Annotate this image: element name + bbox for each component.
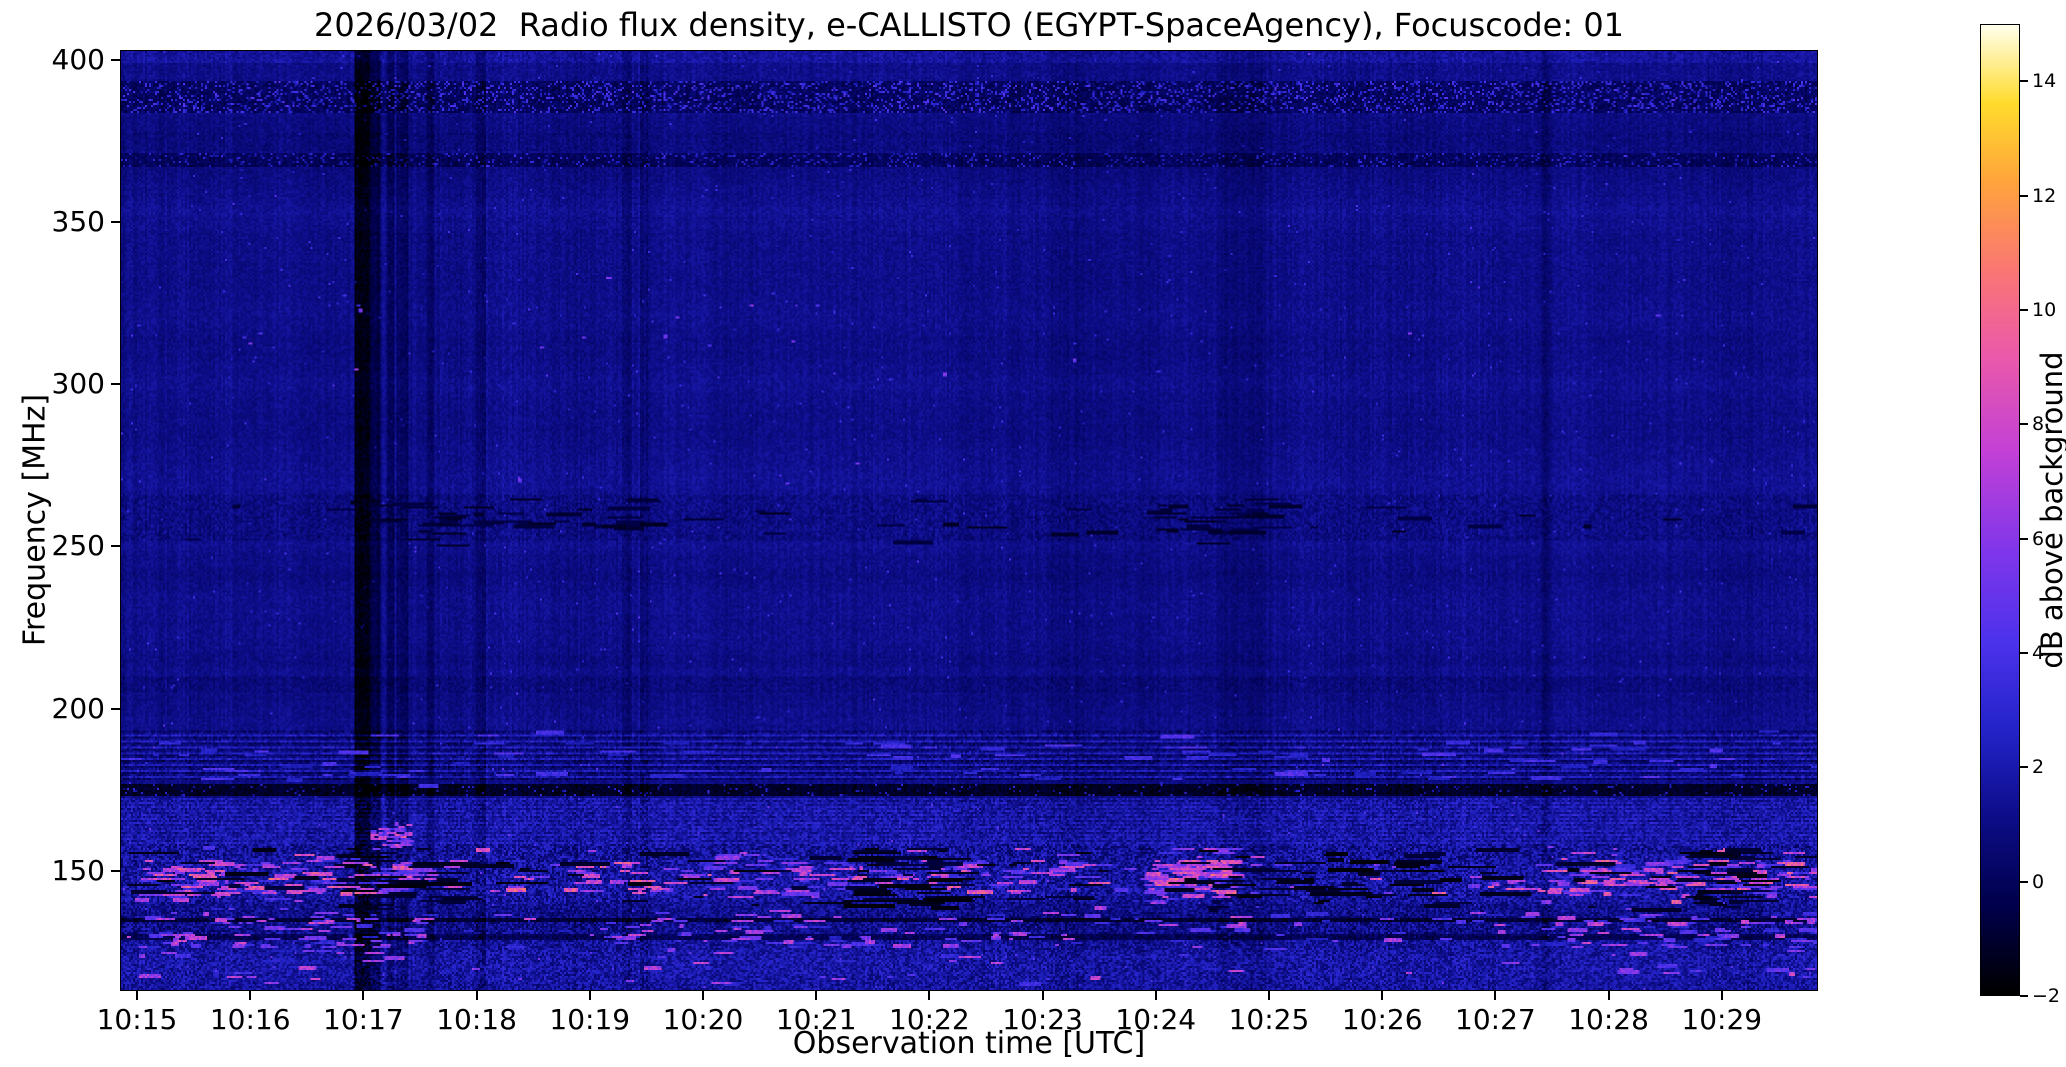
x-tick-mark	[1154, 991, 1157, 1000]
x-tick-mark	[1607, 991, 1610, 1000]
x-tick-label: 10:29	[1681, 1003, 1763, 1036]
colorbar-tick-label: 0	[2032, 870, 2045, 893]
y-tick-mark	[111, 58, 120, 61]
x-tick-label: 10:26	[1341, 1003, 1423, 1036]
x-tick-label: 10:16	[209, 1003, 291, 1036]
x-tick-label: 10:21	[775, 1003, 857, 1036]
colorbar-tick-label: 14	[2032, 70, 2057, 93]
x-tick-label: 10:25	[1228, 1003, 1310, 1036]
colorbar-tick-label: −2	[2032, 985, 2061, 1007]
colorbar-tick-mark	[2020, 80, 2028, 83]
x-tick-label: 10:22	[889, 1003, 970, 1036]
colorbar-tick-label: 2	[2032, 756, 2045, 779]
colorbar-tick-mark	[2020, 537, 2028, 540]
colorbar-tick-mark	[2020, 880, 2028, 883]
x-tick-mark	[1494, 991, 1497, 1000]
colorbar-tick-mark	[2020, 766, 2028, 769]
spectrogram-canvas	[121, 51, 1817, 990]
colorbar-tick-label: 12	[2032, 184, 2057, 207]
colorbar-label: dB above background	[2035, 351, 2066, 669]
x-tick-mark	[701, 991, 704, 1000]
plot-area	[120, 50, 1818, 991]
x-tick-mark	[1381, 991, 1384, 1000]
colorbar-canvas	[1981, 25, 2019, 995]
x-tick-label: 10:27	[1455, 1003, 1536, 1036]
x-tick-label: 10:23	[1002, 1003, 1083, 1036]
x-tick-mark	[1720, 991, 1723, 1000]
x-tick-mark	[928, 991, 931, 1000]
x-tick-label: 10:24	[1115, 1003, 1197, 1036]
x-tick-mark	[249, 991, 252, 1000]
y-axis-label: Frequency [MHz]	[17, 393, 53, 647]
colorbar-tick-mark	[2020, 423, 2028, 426]
x-axis-label: Observation time [UTC]	[792, 1026, 1146, 1061]
x-tick-mark	[135, 991, 138, 1000]
x-tick-label: 10:15	[96, 1003, 178, 1036]
colorbar-tick-mark	[2020, 651, 2028, 654]
x-tick-label: 10:18	[436, 1003, 517, 1036]
x-tick-mark	[1267, 991, 1270, 1000]
x-tick-label: 10:17	[323, 1003, 404, 1036]
y-tick-mark	[111, 220, 120, 223]
x-tick-label: 10:19	[549, 1003, 631, 1036]
y-tick-label: 200	[51, 691, 105, 725]
x-tick-label: 10:20	[662, 1003, 744, 1036]
x-tick-mark	[588, 991, 591, 1000]
x-tick-mark	[362, 991, 365, 1000]
y-tick-mark	[111, 707, 120, 710]
colorbar-tick-label: 4	[2032, 641, 2045, 664]
y-tick-mark	[111, 545, 120, 548]
colorbar-tick-label: 6	[2032, 527, 2045, 550]
y-tick-label: 150	[51, 853, 105, 887]
y-tick-label: 300	[51, 367, 105, 401]
colorbar-tick-mark	[2020, 995, 2028, 997]
colorbar-tick-label: 8	[2032, 413, 2045, 436]
x-tick-mark	[815, 991, 818, 1000]
colorbar-tick-label: 10	[2032, 298, 2057, 321]
x-tick-label: 10:28	[1568, 1003, 1649, 1036]
x-tick-mark	[1041, 991, 1044, 1000]
colorbar-tick-mark	[2020, 308, 2028, 311]
y-tick-mark	[111, 869, 120, 872]
colorbar-tick-mark	[2020, 194, 2028, 197]
y-tick-mark	[111, 383, 120, 386]
y-tick-label: 350	[51, 204, 105, 238]
y-tick-label: 400	[51, 42, 105, 76]
y-tick-label: 250	[51, 529, 105, 563]
colorbar	[1980, 24, 2020, 996]
x-tick-mark	[475, 991, 478, 1000]
chart-title: 2026/03/02 Radio flux density, e-CALLIST…	[313, 6, 1625, 44]
